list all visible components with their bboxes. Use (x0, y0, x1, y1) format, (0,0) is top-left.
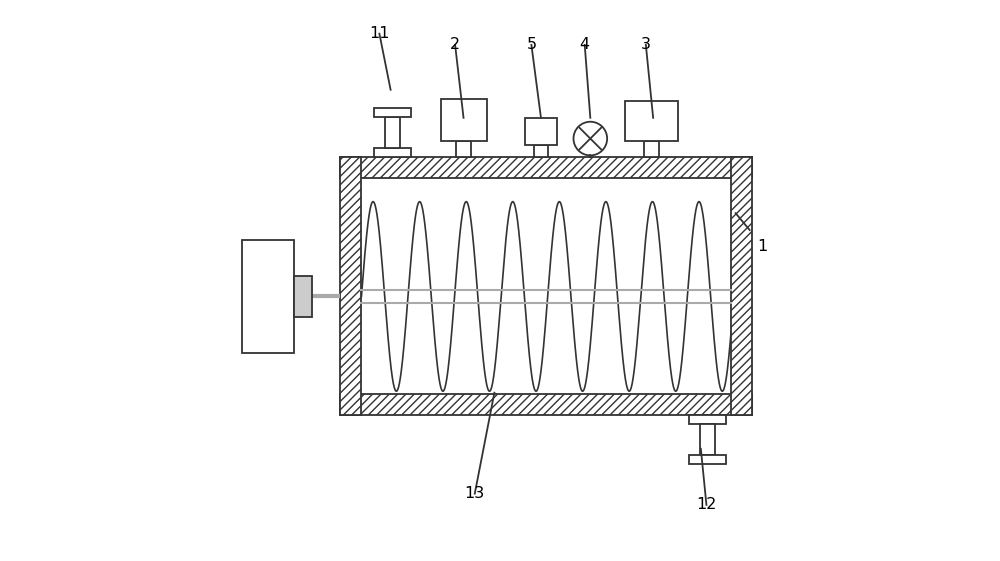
Bar (340, 157, 361, 415)
Bar (340, 157, 752, 178)
Bar (456, 141, 471, 157)
Bar (361, 178, 731, 394)
Bar (731, 157, 752, 415)
Bar (294, 276, 312, 316)
Bar (340, 394, 752, 415)
Text: 5: 5 (526, 38, 536, 52)
Text: 12: 12 (696, 498, 717, 512)
Text: 1: 1 (757, 240, 768, 254)
Bar (374, 148, 411, 157)
Bar (525, 118, 557, 145)
Bar (644, 141, 659, 157)
Text: 2: 2 (450, 38, 460, 52)
Text: 11: 11 (369, 26, 390, 41)
Bar (385, 117, 400, 148)
Bar (441, 99, 487, 141)
Bar (374, 108, 411, 117)
Bar (700, 424, 715, 455)
Text: 13: 13 (465, 486, 485, 501)
Text: 4: 4 (580, 38, 590, 52)
Text: 3: 3 (641, 38, 651, 52)
Bar (689, 415, 726, 424)
Bar (689, 455, 726, 464)
Bar (242, 240, 294, 352)
Bar (625, 101, 678, 141)
Bar (534, 145, 548, 157)
